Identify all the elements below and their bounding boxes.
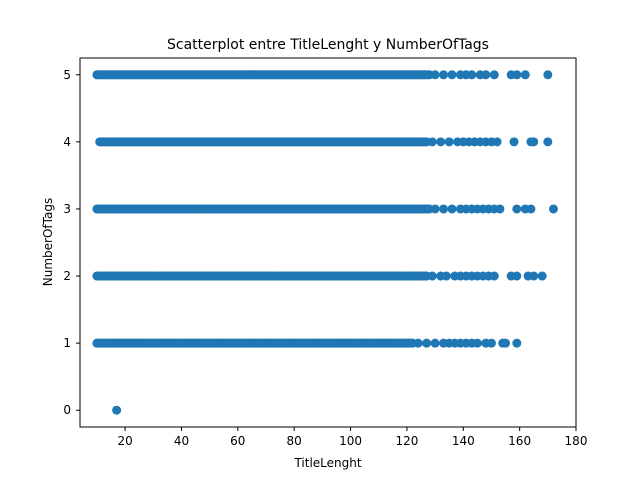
chart-title: Scatterplot entre TitleLenght y NumberOf… — [167, 37, 489, 53]
data-point — [481, 70, 491, 80]
x-axis-ticks: 20 40 60 80 100 120 140 160 180 — [117, 427, 587, 448]
data-point — [447, 70, 457, 80]
data-point — [489, 70, 499, 80]
data-point — [427, 271, 437, 281]
y-tick-label: 1 — [63, 336, 71, 350]
data-point — [548, 204, 558, 214]
y-axis-ticks: 0 1 2 3 4 5 — [63, 68, 80, 417]
data-point — [529, 137, 539, 147]
data-point — [112, 405, 122, 415]
plot-frame — [79, 57, 577, 428]
y-axis-label: NumberOfTags — [41, 198, 55, 286]
data-point — [492, 137, 502, 147]
data-point — [495, 204, 505, 214]
data-point — [543, 70, 553, 80]
y-tick-label: 5 — [63, 68, 71, 82]
data-point — [489, 271, 499, 281]
data-point — [537, 271, 547, 281]
data-point — [430, 338, 440, 348]
data-point — [441, 271, 451, 281]
data-point — [543, 137, 553, 147]
data-point — [529, 271, 539, 281]
data-point — [447, 204, 457, 214]
data-point — [439, 70, 449, 80]
x-axis-label: TitleLenght — [293, 456, 361, 470]
data-point — [413, 338, 423, 348]
y-tick-label: 3 — [63, 202, 71, 216]
x-tick-label: 80 — [287, 434, 302, 448]
y-tick-label: 2 — [63, 269, 71, 283]
data-point — [501, 338, 511, 348]
x-tick-label: 100 — [339, 434, 362, 448]
data-point — [512, 204, 522, 214]
data-point — [439, 204, 449, 214]
data-point — [444, 137, 454, 147]
x-tick-label: 120 — [395, 434, 418, 448]
data-point — [472, 338, 482, 348]
data-point — [486, 338, 496, 348]
data-point — [422, 338, 432, 348]
x-tick-label: 160 — [508, 434, 531, 448]
data-point — [512, 271, 522, 281]
x-tick-label: 20 — [117, 434, 132, 448]
y-tick-label: 0 — [63, 403, 71, 417]
data-point — [520, 70, 530, 80]
data-point — [512, 70, 522, 80]
data-point — [512, 338, 522, 348]
data-point — [436, 137, 446, 147]
data-points — [92, 70, 558, 415]
x-tick-label: 180 — [565, 434, 588, 448]
y-tick-label: 4 — [63, 135, 71, 149]
data-point — [509, 137, 519, 147]
x-tick-label: 140 — [452, 434, 475, 448]
x-tick-label: 60 — [230, 434, 245, 448]
data-point — [430, 204, 440, 214]
data-point — [427, 137, 437, 147]
data-point — [467, 70, 477, 80]
data-point — [430, 70, 440, 80]
x-tick-label: 40 — [174, 434, 189, 448]
data-point — [526, 204, 536, 214]
